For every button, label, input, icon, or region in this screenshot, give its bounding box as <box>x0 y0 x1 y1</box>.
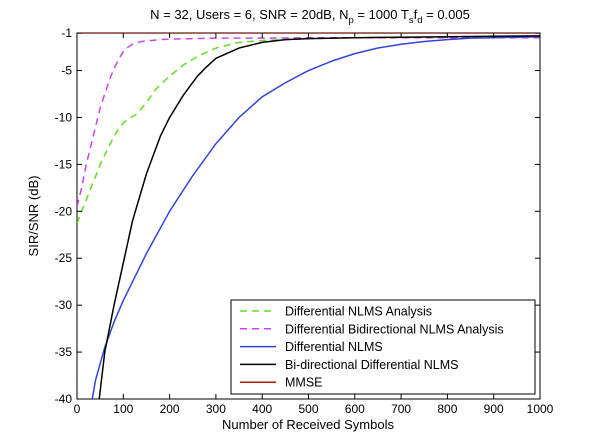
x-tick-label: 300 <box>206 402 226 416</box>
x-tick-label: 400 <box>252 402 272 416</box>
y-tick-label: -10 <box>55 110 73 124</box>
x-tick-label: 200 <box>160 402 180 416</box>
y-tick-label: -35 <box>55 345 73 359</box>
y-tick-label: -40 <box>55 392 73 406</box>
chart-title-part2: = 1000 T <box>354 7 409 22</box>
chart-title-part3: f <box>414 7 418 22</box>
x-tick-label: 900 <box>484 402 504 416</box>
legend: Differential NLMS Analysis Differential B… <box>230 299 536 395</box>
chart-title-part1: N = 32, Users = 6, SNR = 20dB, N <box>150 7 348 22</box>
x-tick-label: 0 <box>74 402 81 416</box>
y-tick-label: -25 <box>55 251 73 265</box>
x-tick-label: 800 <box>437 402 457 416</box>
chart-title-sub2: s <box>409 15 414 26</box>
legend-label: MMSE <box>285 376 323 390</box>
chart-title-part4: = 0.005 <box>423 7 470 22</box>
x-tick-label: 500 <box>298 402 318 416</box>
series-line-differential-nlms <box>91 36 540 399</box>
y-tick-label: -15 <box>55 157 73 171</box>
x-tick-label: 700 <box>391 402 411 416</box>
y-axis-label: SIR/SNR (dB) <box>26 176 41 257</box>
series-line-bi-directional-differential-nlms <box>98 35 540 399</box>
legend-label: Differential NLMS <box>285 340 383 354</box>
x-tick-label: 600 <box>345 402 365 416</box>
y-tick-label: -1 <box>61 26 72 40</box>
chart-title: N = 32, Users = 6, SNR = 20dB, Np = 1000… <box>150 7 470 26</box>
y-tick-label: -5 <box>61 64 72 78</box>
x-tick-label: 1000 <box>527 402 554 416</box>
legend-label: Bi-directional Differential NLMS <box>285 358 458 372</box>
ticks-layer: 0 100 200 300 400 500 600 700 800 900 1000 -1 -5 -10 -… <box>55 26 554 416</box>
y-tick-label: -20 <box>55 204 73 218</box>
y-tick-label: -30 <box>55 298 73 312</box>
legend-label: Differential Bidirectional NLMS Analysis <box>285 322 504 336</box>
legend-box <box>230 299 536 395</box>
legend-label: Differential NLMS Analysis <box>285 305 432 319</box>
chart-title-sub3: d <box>417 15 422 26</box>
x-axis-label: Number of Received Symbols <box>222 417 394 432</box>
x-tick-label: 100 <box>113 402 133 416</box>
chart-title-sub1: p <box>348 15 353 26</box>
series-layer <box>77 33 540 399</box>
legend-items: Differential NLMS Analysis Differential B… <box>240 305 504 390</box>
